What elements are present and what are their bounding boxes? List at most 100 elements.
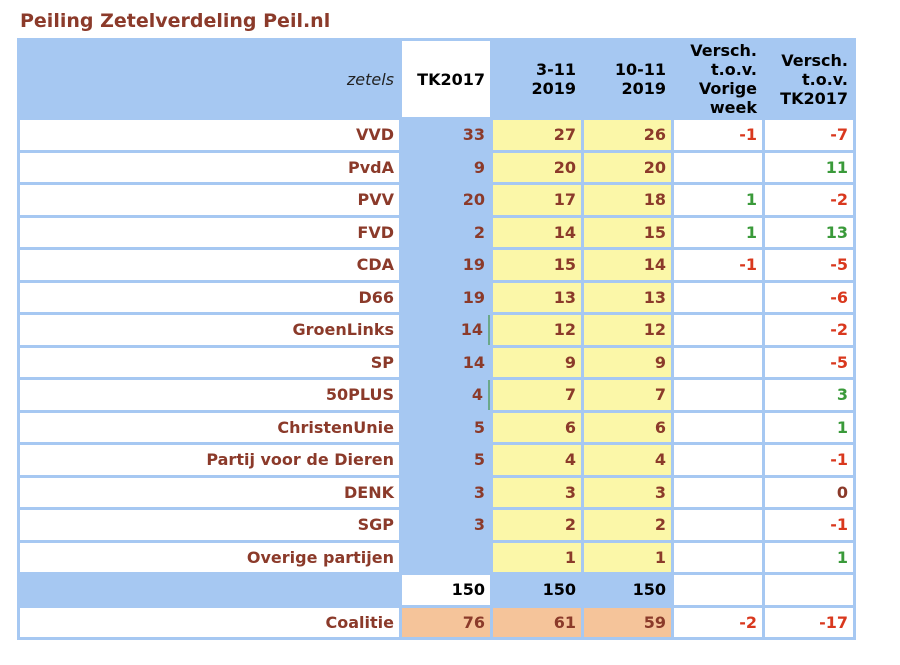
total-poll-3-11: 150 bbox=[493, 575, 581, 605]
poll-10-11-seats: 7 bbox=[584, 380, 671, 410]
diff-tk2017: -5 bbox=[765, 250, 853, 280]
diff-week: 1 bbox=[674, 217, 762, 247]
diff-tk2017: 0 bbox=[765, 477, 853, 507]
diff-week bbox=[674, 380, 762, 410]
poll-3-11-seats: 7 bbox=[493, 380, 581, 410]
total-diff-week bbox=[674, 575, 762, 605]
poll-3-11-seats: 2 bbox=[493, 510, 581, 540]
header-zetels: zetels bbox=[20, 41, 399, 117]
tk2017-seats: 14 bbox=[402, 347, 490, 377]
totals-label bbox=[20, 575, 399, 605]
page-title: Peiling Zetelverdeling Peil.nl bbox=[20, 10, 331, 32]
party-name: ChristenUnie bbox=[20, 412, 399, 442]
table-row: Partij voor de Dieren 5 4 4 -1 bbox=[20, 445, 853, 475]
diff-week: 1 bbox=[674, 185, 762, 215]
poll-3-11-seats: 13 bbox=[493, 282, 581, 312]
tk2017-seats: 4 bbox=[402, 380, 490, 410]
party-name: Overige partijen bbox=[20, 542, 399, 572]
diff-week bbox=[674, 412, 762, 442]
diff-week: -1 bbox=[674, 250, 762, 280]
seat-table: zetels TK2017 3-11 2019 10-11 2019 Versch.… bbox=[17, 38, 856, 640]
poll-3-11-seats: 3 bbox=[493, 477, 581, 507]
coalition-poll-3-11: 61 bbox=[493, 607, 581, 637]
tk2017-seats: 5 bbox=[402, 445, 490, 475]
table-row: 50PLUS 4 7 7 3 bbox=[20, 380, 853, 410]
header-poll-3-11: 3-11 2019 bbox=[493, 41, 581, 117]
poll-10-11-seats: 3 bbox=[584, 477, 671, 507]
poll-3-11-seats: 6 bbox=[493, 412, 581, 442]
party-name: PVV bbox=[20, 185, 399, 215]
party-name: VVD bbox=[20, 120, 399, 150]
diff-week bbox=[674, 315, 762, 345]
diff-tk2017: -2 bbox=[765, 185, 853, 215]
diff-tk2017: -5 bbox=[765, 347, 853, 377]
poll-3-11-seats: 9 bbox=[493, 347, 581, 377]
table-row: ChristenUnie 5 6 6 1 bbox=[20, 412, 853, 442]
poll-10-11-seats: 9 bbox=[584, 347, 671, 377]
diff-tk2017: -6 bbox=[765, 282, 853, 312]
poll-10-11-seats: 18 bbox=[584, 185, 671, 215]
table-row: SP 14 9 9 -5 bbox=[20, 347, 853, 377]
party-name: 50PLUS bbox=[20, 380, 399, 410]
table-header-row: zetels TK2017 3-11 2019 10-11 2019 Versch.… bbox=[20, 41, 853, 117]
table-row: GroenLinks 14 12 12 -2 bbox=[20, 315, 853, 345]
party-name: SGP bbox=[20, 510, 399, 540]
tk2017-seats: 33 bbox=[402, 120, 490, 150]
tk2017-seats: 20 bbox=[402, 185, 490, 215]
poll-3-11-seats: 12 bbox=[493, 315, 581, 345]
header-diff-week: Versch. t.o.v. Vorige week bbox=[674, 41, 762, 117]
tk2017-seats: 19 bbox=[402, 282, 490, 312]
poll-10-11-seats: 4 bbox=[584, 445, 671, 475]
coalition-label: Coalitie bbox=[20, 607, 399, 637]
poll-3-11-seats: 4 bbox=[493, 445, 581, 475]
coalition-tk2017: 76 bbox=[402, 607, 490, 637]
table-row: DENK 3 3 3 0 bbox=[20, 477, 853, 507]
table-row: VVD 33 27 26 -1 -7 bbox=[20, 120, 853, 150]
table-row: Overige partijen 1 1 1 bbox=[20, 542, 853, 572]
diff-tk2017: -7 bbox=[765, 120, 853, 150]
party-name: CDA bbox=[20, 250, 399, 280]
diff-tk2017: 1 bbox=[765, 542, 853, 572]
diff-week bbox=[674, 152, 762, 182]
tk2017-seats: 2 bbox=[402, 217, 490, 247]
header-tk2017: TK2017 bbox=[402, 41, 490, 117]
party-name: DENK bbox=[20, 477, 399, 507]
diff-tk2017: -1 bbox=[765, 510, 853, 540]
tk2017-seats: 9 bbox=[402, 152, 490, 182]
coalition-row: Coalitie 76 61 59 -2 -17 bbox=[20, 607, 853, 637]
tk2017-seats: 3 bbox=[402, 510, 490, 540]
poll-10-11-seats: 2 bbox=[584, 510, 671, 540]
table-row: SGP 3 2 2 -1 bbox=[20, 510, 853, 540]
poll-3-11-seats: 27 bbox=[493, 120, 581, 150]
party-name: Partij voor de Dieren bbox=[20, 445, 399, 475]
diff-tk2017: -1 bbox=[765, 445, 853, 475]
diff-tk2017: 13 bbox=[765, 217, 853, 247]
poll-3-11-seats: 14 bbox=[493, 217, 581, 247]
tk2017-seats: 14 bbox=[402, 315, 490, 345]
diff-week bbox=[674, 347, 762, 377]
diff-tk2017: -2 bbox=[765, 315, 853, 345]
diff-week bbox=[674, 477, 762, 507]
header-poll-10-11: 10-11 2019 bbox=[584, 41, 671, 117]
coalition-poll-10-11: 59 bbox=[584, 607, 671, 637]
party-name: FVD bbox=[20, 217, 399, 247]
tk2017-seats: 5 bbox=[402, 412, 490, 442]
table-row: FVD 2 14 15 1 13 bbox=[20, 217, 853, 247]
tk2017-seats: 3 bbox=[402, 477, 490, 507]
poll-3-11-seats: 15 bbox=[493, 250, 581, 280]
party-name: GroenLinks bbox=[20, 315, 399, 345]
tk2017-seats: 19 bbox=[402, 250, 490, 280]
coalition-diff-week: -2 bbox=[674, 607, 762, 637]
total-poll-10-11: 150 bbox=[584, 575, 671, 605]
table-row: CDA 19 15 14 -1 -5 bbox=[20, 250, 853, 280]
coalition-diff-tk2017: -17 bbox=[765, 607, 853, 637]
poll-10-11-seats: 13 bbox=[584, 282, 671, 312]
total-diff-tk2017 bbox=[765, 575, 853, 605]
poll-3-11-seats: 17 bbox=[493, 185, 581, 215]
party-name: SP bbox=[20, 347, 399, 377]
total-tk2017: 150 bbox=[402, 575, 490, 605]
poll-10-11-seats: 26 bbox=[584, 120, 671, 150]
poll-10-11-seats: 14 bbox=[584, 250, 671, 280]
poll-10-11-seats: 15 bbox=[584, 217, 671, 247]
diff-week bbox=[674, 542, 762, 572]
